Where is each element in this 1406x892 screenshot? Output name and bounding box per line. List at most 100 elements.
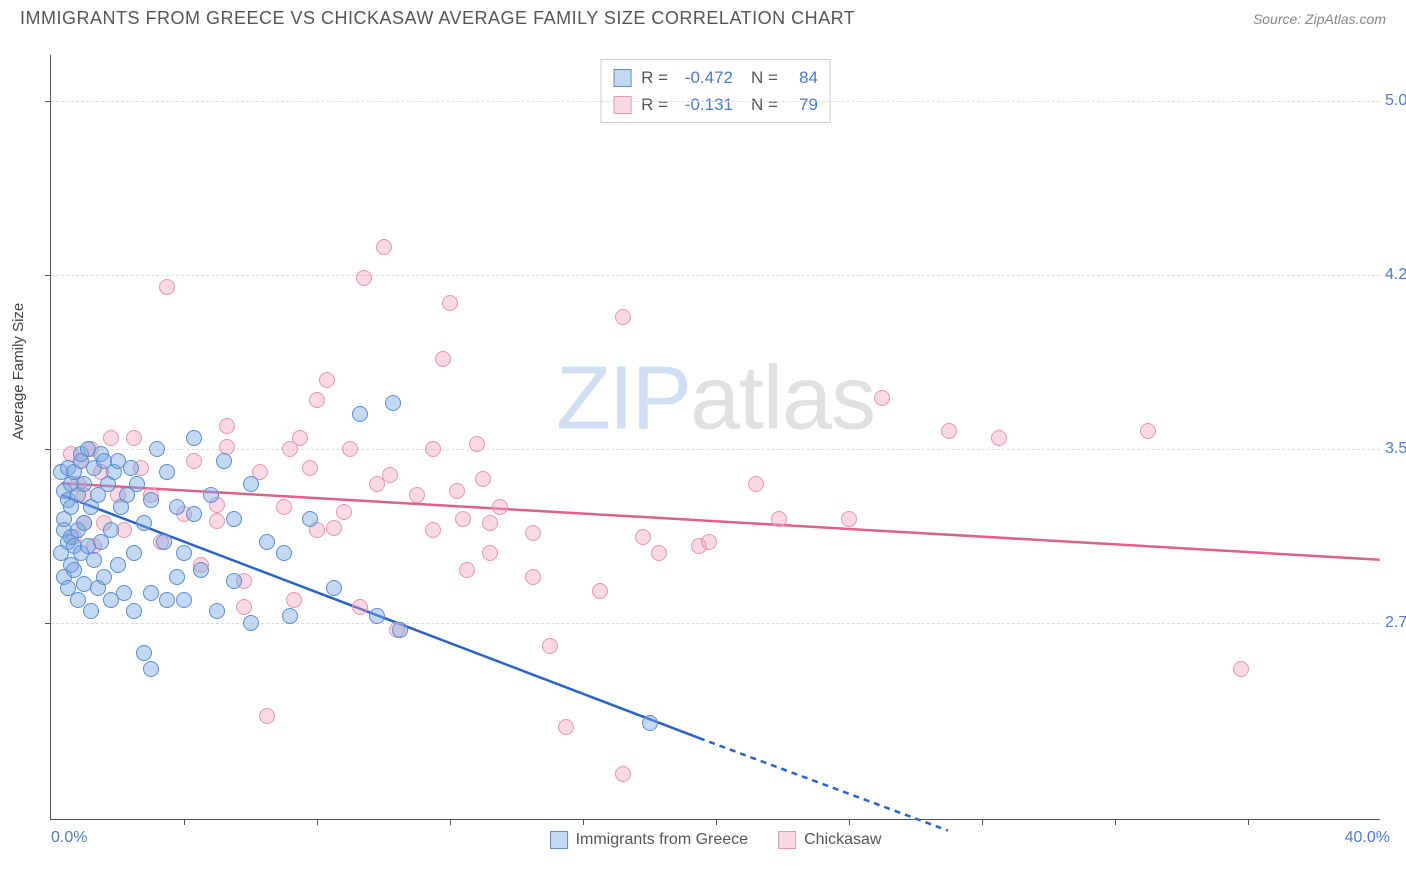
data-point	[592, 583, 608, 599]
stats-row-series2: R = -0.131 N = 79	[613, 91, 818, 118]
y-tick-mark	[45, 101, 51, 102]
gridline	[51, 449, 1380, 450]
data-point	[369, 608, 385, 624]
x-tick-mark	[450, 819, 451, 825]
legend-item-series2: Chickasaw	[778, 831, 881, 849]
y-tick-mark	[45, 449, 51, 450]
data-point	[116, 585, 132, 601]
data-point	[219, 418, 235, 434]
data-point	[96, 569, 112, 585]
data-point	[1233, 661, 1249, 677]
data-point	[425, 441, 441, 457]
data-point	[1140, 423, 1156, 439]
data-point	[123, 460, 139, 476]
data-point	[276, 499, 292, 515]
data-point	[226, 573, 242, 589]
data-point	[748, 476, 764, 492]
data-point	[409, 487, 425, 503]
data-point	[76, 515, 92, 531]
data-point	[282, 608, 298, 624]
data-point	[126, 603, 142, 619]
data-point	[156, 534, 172, 550]
data-point	[83, 603, 99, 619]
data-point	[136, 515, 152, 531]
legend-item-series1: Immigrants from Greece	[550, 831, 748, 849]
data-point	[110, 557, 126, 573]
data-point	[642, 715, 658, 731]
data-point	[236, 599, 252, 615]
data-point	[475, 471, 491, 487]
data-point	[941, 423, 957, 439]
source-attribution: Source: ZipAtlas.com	[1253, 11, 1386, 27]
data-point	[492, 499, 508, 515]
data-point	[382, 467, 398, 483]
legend-swatch-series1	[550, 831, 568, 849]
data-point	[103, 522, 119, 538]
data-point	[841, 511, 857, 527]
data-point	[209, 603, 225, 619]
x-tick-mark	[1115, 819, 1116, 825]
x-tick-mark	[716, 819, 717, 825]
data-point	[525, 525, 541, 541]
data-point	[302, 460, 318, 476]
data-point	[376, 239, 392, 255]
data-point	[186, 453, 202, 469]
data-point	[435, 351, 451, 367]
data-point	[469, 436, 485, 452]
data-point	[143, 492, 159, 508]
data-point	[455, 511, 471, 527]
x-tick-mark	[849, 819, 850, 825]
data-point	[449, 483, 465, 499]
data-point	[356, 270, 372, 286]
data-point	[352, 406, 368, 422]
data-point	[874, 390, 890, 406]
data-point	[615, 309, 631, 325]
bottom-legend: Immigrants from Greece Chickasaw	[550, 831, 882, 849]
data-point	[991, 430, 1007, 446]
data-point	[459, 562, 475, 578]
watermark: ZIPatlas	[556, 347, 875, 450]
data-point	[243, 615, 259, 631]
data-point	[635, 529, 651, 545]
data-point	[482, 545, 498, 561]
data-point	[169, 569, 185, 585]
data-point	[103, 430, 119, 446]
data-point	[542, 638, 558, 654]
data-point	[276, 545, 292, 561]
data-point	[326, 520, 342, 536]
data-point	[216, 453, 232, 469]
header: IMMIGRANTS FROM GREECE VS CHICKASAW AVER…	[0, 0, 1406, 33]
data-point	[129, 476, 145, 492]
data-point	[76, 476, 92, 492]
data-point	[149, 441, 165, 457]
correlation-stats-box: R = -0.472 N = 84 R = -0.131 N = 79	[600, 59, 831, 123]
data-point	[558, 719, 574, 735]
data-point	[392, 622, 408, 638]
data-point	[126, 545, 142, 561]
x-axis-min-label: 0.0%	[51, 829, 87, 847]
data-point	[136, 645, 152, 661]
x-tick-mark	[184, 819, 185, 825]
gridline	[51, 101, 1380, 102]
data-point	[292, 430, 308, 446]
data-point	[159, 464, 175, 480]
data-point	[319, 372, 335, 388]
chart-title: IMMIGRANTS FROM GREECE VS CHICKASAW AVER…	[20, 8, 855, 29]
data-point	[771, 511, 787, 527]
data-point	[342, 441, 358, 457]
data-point	[302, 511, 318, 527]
x-axis-max-label: 40.0%	[1345, 829, 1390, 847]
x-tick-mark	[1248, 819, 1249, 825]
y-tick-label: 2.75	[1385, 614, 1406, 632]
y-tick-label: 5.00	[1385, 92, 1406, 110]
data-point	[126, 430, 142, 446]
data-point	[70, 592, 86, 608]
data-point	[482, 515, 498, 531]
data-point	[701, 534, 717, 550]
x-tick-mark	[317, 819, 318, 825]
data-point	[66, 562, 82, 578]
data-point	[651, 545, 667, 561]
data-point	[193, 562, 209, 578]
data-point	[286, 592, 302, 608]
swatch-series1	[613, 69, 631, 87]
